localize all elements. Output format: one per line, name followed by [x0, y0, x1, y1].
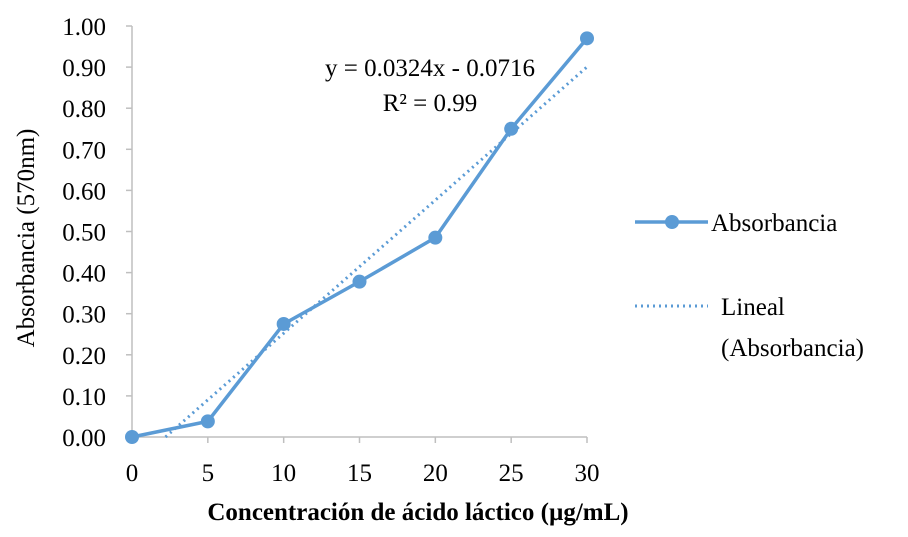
trendline-r-squared: R² = 0.99	[383, 90, 478, 117]
data-point	[428, 230, 443, 245]
y-tick-label: 0.00	[62, 425, 106, 452]
legend: Absorbancia Lineal (Absorbancia)	[635, 210, 864, 362]
y-axis-title: Absorbancia (570nm)	[13, 129, 40, 348]
legend-lineal-label-line1: Lineal	[721, 294, 785, 321]
data-point	[125, 430, 139, 444]
x-tick-label: 15	[347, 460, 372, 487]
data-point	[352, 274, 367, 289]
x-tick-label: 20	[423, 460, 448, 487]
x-tick-label: 25	[499, 460, 524, 487]
y-tick-label: 0.50	[62, 220, 106, 247]
y-tick-label: 0.60	[62, 178, 106, 205]
series-points	[125, 31, 594, 444]
legend-absorbancia-label: Absorbancia	[711, 210, 837, 237]
data-point	[200, 414, 215, 429]
x-tick-label: 10	[271, 460, 296, 487]
data-point	[276, 316, 291, 331]
trendline-equation: y = 0.0324x - 0.0716	[325, 55, 535, 82]
x-axis-title: Concentración de ácido láctico (µg/mL)	[207, 499, 628, 526]
y-tick-label: 0.30	[62, 302, 106, 329]
x-axis-ticks: 0 5 10 15 20 25 30	[126, 437, 600, 487]
y-tick-label: 0.80	[62, 96, 106, 123]
x-tick-label: 30	[575, 460, 600, 487]
trendline	[164, 65, 588, 439]
y-tick-label: 1.00	[62, 14, 106, 41]
x-tick-label: 0	[126, 460, 139, 487]
y-tick-label: 0.90	[62, 55, 106, 82]
series-line-absorbancia	[131, 37, 589, 439]
data-point	[580, 31, 594, 46]
y-tick-label: 0.40	[62, 261, 106, 288]
y-tick-label: 0.10	[62, 384, 106, 411]
y-tick-label: 0.20	[62, 343, 106, 370]
data-point	[504, 121, 519, 136]
y-axis-ticks: 0.00 0.10 0.20 0.30 0.40 0.50 0.60 0.70 0.80 0.90…	[62, 14, 132, 452]
x-tick-label: 5	[202, 460, 215, 487]
y-tick-label: 0.70	[62, 137, 106, 164]
legend-absorbancia-marker	[665, 215, 679, 229]
legend-lineal-label-line2: (Absorbancia)	[721, 335, 864, 362]
